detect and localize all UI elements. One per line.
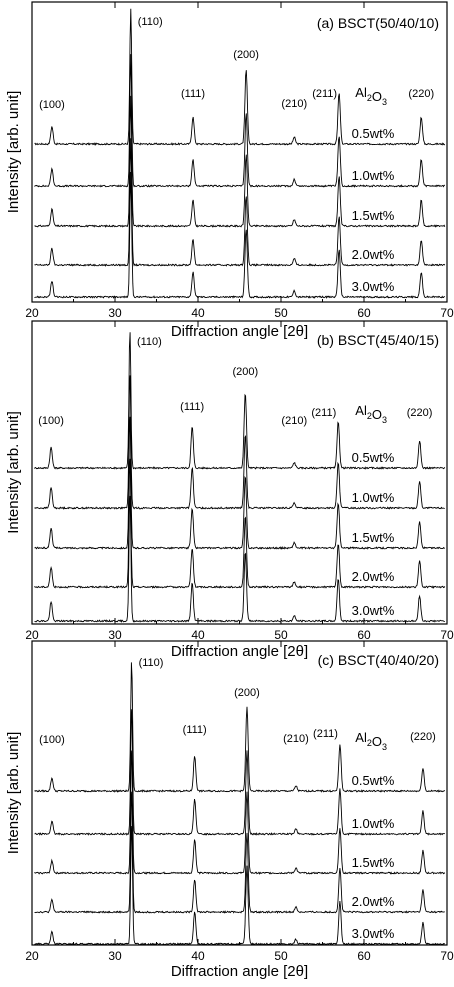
series-label: 0.5wt%: [352, 773, 395, 788]
series-label: 3.0wt%: [352, 603, 395, 618]
series-label: 3.0wt%: [352, 926, 395, 941]
peak-label: (110): [137, 336, 162, 348]
pattern-line-1: [34, 662, 446, 793]
peak-label: (111): [180, 401, 204, 413]
peak-label: (220): [410, 731, 436, 743]
x-tick-label: 40: [191, 949, 205, 963]
y-axis-label: Intensity [arb. unit]: [5, 411, 22, 534]
series-label: 1.5wt%: [352, 855, 395, 870]
x-tick-label: 20: [25, 949, 39, 963]
x-tick-label: 70: [440, 306, 454, 320]
x-tick-label: 70: [440, 628, 454, 642]
x-axis-label: Diffraction angle [2θ]: [171, 323, 308, 340]
pattern-line-2: [34, 54, 446, 188]
pattern-line-2: [34, 709, 446, 836]
pattern-line-1: [34, 332, 446, 470]
peak-label: (110): [139, 657, 164, 669]
al2o3-label: Al2O3: [355, 85, 387, 107]
x-tick-label: 30: [108, 949, 122, 963]
x-tick-label: 50: [274, 628, 288, 642]
peak-label: (210): [281, 415, 307, 427]
peak-label: (211): [311, 407, 336, 419]
al2o3-label: Al2O3: [355, 730, 387, 752]
pattern-line-3: [34, 750, 446, 875]
x-tick-label: 70: [440, 949, 454, 963]
peak-label: (111): [183, 724, 207, 736]
x-tick-label: 40: [191, 628, 205, 642]
chart-title: (a) BSCT(50/40/10): [317, 15, 439, 31]
pattern-line-5: [34, 825, 446, 946]
series-label: 2.0wt%: [352, 894, 395, 909]
x-tick-label: 50: [274, 306, 288, 320]
pattern-line-4: [34, 138, 446, 267]
x-tick-label: 50: [274, 949, 288, 963]
peak-label: (220): [407, 407, 433, 419]
x-tick-label: 60: [357, 949, 371, 963]
peak-label: (200): [234, 687, 260, 699]
series-label: 2.0wt%: [352, 569, 395, 584]
pattern-line-4: [34, 791, 445, 914]
x-axis-label: Diffraction angle [2θ]: [171, 963, 308, 980]
al2o3-label: Al2O3: [355, 403, 387, 425]
pattern-line-1: [34, 8, 446, 146]
pattern-line-5: [34, 171, 445, 299]
series-label: 2.0wt%: [352, 247, 395, 262]
series-label: 1.0wt%: [352, 816, 395, 831]
pattern-line-4: [34, 458, 446, 589]
x-tick-label: 60: [357, 306, 371, 320]
peak-label: (211): [313, 728, 338, 740]
peak-label: (211): [312, 88, 337, 100]
series-label: 1.5wt%: [352, 208, 395, 223]
peak-label: (200): [233, 49, 259, 61]
x-tick-label: 20: [25, 628, 39, 642]
pattern-line-3: [34, 95, 446, 228]
pattern-line-2: [34, 375, 445, 510]
x-tick-label: 20: [25, 306, 39, 320]
peak-label: (100): [38, 415, 64, 427]
peak-label: (210): [283, 733, 309, 745]
x-tick-label: 30: [108, 628, 122, 642]
peak-label: (220): [408, 88, 434, 100]
peak-label: (111): [181, 88, 205, 100]
pattern-line-3: [34, 416, 446, 550]
chart-title: (c) BSCT(40/40/20): [318, 652, 439, 668]
y-axis-label: Intensity [arb. unit]: [5, 732, 22, 855]
y-axis-label: Intensity [arb. unit]: [5, 91, 22, 214]
peak-label: (100): [39, 734, 65, 746]
series-label: 3.0wt%: [352, 279, 395, 294]
series-label: 0.5wt%: [352, 126, 395, 141]
x-tick-label: 40: [191, 306, 205, 320]
x-tick-label: 60: [357, 628, 371, 642]
peak-label: (110): [138, 16, 163, 28]
chart-panel-2: 20 30 40 50 60 70 Diffraction angle [2θ] Intens…: [5, 320, 454, 660]
x-tick-label: 30: [108, 306, 122, 320]
chart-panel-1: 20 30 40 50 60 70 Diffraction angle [2θ] Intens…: [5, 1, 454, 340]
series-label: 1.0wt%: [352, 168, 395, 183]
peak-label: (210): [281, 98, 307, 110]
chart-title: (b) BSCT(45/40/15): [317, 332, 439, 348]
peak-label: (200): [232, 366, 258, 378]
x-axis-label: Diffraction angle [2θ]: [171, 643, 308, 660]
series-label: 1.5wt%: [352, 530, 395, 545]
series-label: 1.0wt%: [352, 490, 395, 505]
series-label: 0.5wt%: [352, 450, 395, 465]
chart-panel-3: 20 30 40 50 60 70 Diffraction angle [2θ] Intens…: [5, 640, 454, 980]
pattern-line-5: [34, 495, 445, 623]
peak-label: (100): [39, 99, 65, 111]
